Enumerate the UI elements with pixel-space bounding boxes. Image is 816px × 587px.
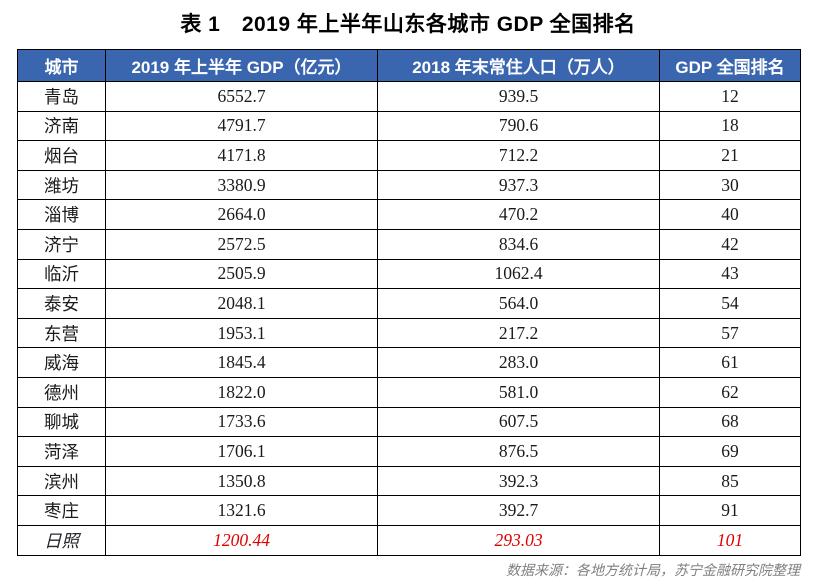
- table-row: 威海 1845.4 283.0 61: [17, 347, 801, 378]
- cell-city: 泰安: [17, 288, 106, 319]
- cell-population: 939.5: [377, 81, 660, 112]
- cell-rank: 69: [659, 436, 801, 467]
- cell-city: 济宁: [17, 228, 106, 260]
- cell-city: 东营: [17, 317, 106, 349]
- cell-rank: 101: [659, 524, 801, 556]
- cell-gdp: 2572.5: [105, 228, 378, 260]
- cell-rank: 57: [659, 317, 801, 349]
- cell-city: 淄博: [17, 199, 106, 230]
- table-row: 枣庄 1321.6 392.7 91: [17, 495, 801, 526]
- table-row: 聊城 1733.6 607.5 68: [17, 406, 801, 438]
- cell-city: 德州: [17, 376, 106, 408]
- cell-rank: 40: [659, 199, 801, 230]
- cell-population: 392.7: [377, 495, 660, 526]
- header-gdp: 2019 年上半年 GDP（亿元）: [105, 49, 378, 82]
- table-row: 潍坊 3380.9 937.3 30: [17, 169, 801, 201]
- cell-rank: 62: [659, 376, 801, 408]
- cell-rank: 91: [659, 495, 801, 526]
- table-row: 青岛 6552.7 939.5 12: [17, 81, 801, 112]
- cell-population: 470.2: [377, 199, 660, 230]
- table-row: 泰安 2048.1 564.0 54: [17, 288, 801, 319]
- cell-population: 392.3: [377, 465, 660, 497]
- cell-city: 滨州: [17, 465, 106, 497]
- cell-city: 威海: [17, 347, 106, 378]
- cell-gdp: 1845.4: [105, 347, 378, 378]
- cell-rank: 54: [659, 288, 801, 319]
- cell-rank: 12: [659, 81, 801, 112]
- table-row: 烟台 4171.8 712.2 21: [17, 140, 801, 171]
- cell-population: 564.0: [377, 288, 660, 319]
- cell-gdp: 1953.1: [105, 317, 378, 349]
- cell-city: 枣庄: [17, 495, 106, 526]
- cell-gdp: 1200.44: [105, 524, 378, 556]
- cell-rank: 43: [659, 258, 801, 290]
- gdp-ranking-table: 城市 2019 年上半年 GDP（亿元） 2018 年末常住人口（万人） GDP…: [17, 49, 801, 556]
- table-row: 菏泽 1706.1 876.5 69: [17, 436, 801, 467]
- cell-city: 菏泽: [17, 436, 106, 467]
- cell-gdp: 1706.1: [105, 436, 378, 467]
- cell-rank: 85: [659, 465, 801, 497]
- table-header-row: 城市 2019 年上半年 GDP（亿元） 2018 年末常住人口（万人） GDP…: [17, 49, 801, 82]
- header-rank: GDP 全国排名: [659, 49, 801, 82]
- cell-city: 聊城: [17, 406, 106, 438]
- cell-population: 1062.4: [377, 258, 660, 290]
- cell-rank: 42: [659, 228, 801, 260]
- table-row: 东营 1953.1 217.2 57: [17, 317, 801, 349]
- cell-city: 烟台: [17, 140, 106, 171]
- cell-gdp: 2664.0: [105, 199, 378, 230]
- cell-population: 937.3: [377, 169, 660, 201]
- cell-gdp: 3380.9: [105, 169, 378, 201]
- cell-population: 834.6: [377, 228, 660, 260]
- cell-city: 潍坊: [17, 169, 106, 201]
- cell-population: 217.2: [377, 317, 660, 349]
- table-row: 日照 1200.44 293.03 101: [17, 524, 801, 556]
- table-body: 青岛 6552.7 939.5 12 济南 4791.7 790.6 18 烟台 4171.8 71…: [17, 81, 801, 556]
- cell-gdp: 1733.6: [105, 406, 378, 438]
- cell-gdp: 6552.7: [105, 81, 378, 112]
- cell-gdp: 4171.8: [105, 140, 378, 171]
- cell-population: 607.5: [377, 406, 660, 438]
- table-row: 德州 1822.0 581.0 62: [17, 376, 801, 408]
- table-row: 济宁 2572.5 834.6 42: [17, 228, 801, 260]
- cell-gdp: 1822.0: [105, 376, 378, 408]
- cell-gdp: 1321.6: [105, 495, 378, 526]
- cell-population: 293.03: [377, 524, 660, 556]
- data-source-note: 数据来源：各地方统计局，苏宁金融研究院整理: [506, 562, 800, 578]
- cell-population: 790.6: [377, 110, 660, 142]
- cell-population: 712.2: [377, 140, 660, 171]
- table-row: 济南 4791.7 790.6 18: [17, 110, 801, 142]
- cell-rank: 30: [659, 169, 801, 201]
- cell-city: 济南: [17, 110, 106, 142]
- cell-rank: 21: [659, 140, 801, 171]
- header-population: 2018 年末常住人口（万人）: [377, 49, 660, 82]
- cell-rank: 18: [659, 110, 801, 142]
- table-row: 临沂 2505.9 1062.4 43: [17, 258, 801, 290]
- cell-city: 临沂: [17, 258, 106, 290]
- cell-city: 日照: [17, 524, 106, 556]
- cell-gdp: 4791.7: [105, 110, 378, 142]
- cell-city: 青岛: [17, 81, 106, 112]
- table-title: 表 1 2019 年上半年山东各城市 GDP 全国排名: [180, 13, 636, 36]
- cell-gdp: 1350.8: [105, 465, 378, 497]
- cell-gdp: 2505.9: [105, 258, 378, 290]
- cell-rank: 61: [659, 347, 801, 378]
- cell-population: 283.0: [377, 347, 660, 378]
- table-row: 淄博 2664.0 470.2 40: [17, 199, 801, 230]
- cell-population: 581.0: [377, 376, 660, 408]
- cell-gdp: 2048.1: [105, 288, 378, 319]
- cell-population: 876.5: [377, 436, 660, 467]
- table-row: 滨州 1350.8 392.3 85: [17, 465, 801, 497]
- cell-rank: 68: [659, 406, 801, 438]
- header-city: 城市: [17, 49, 106, 82]
